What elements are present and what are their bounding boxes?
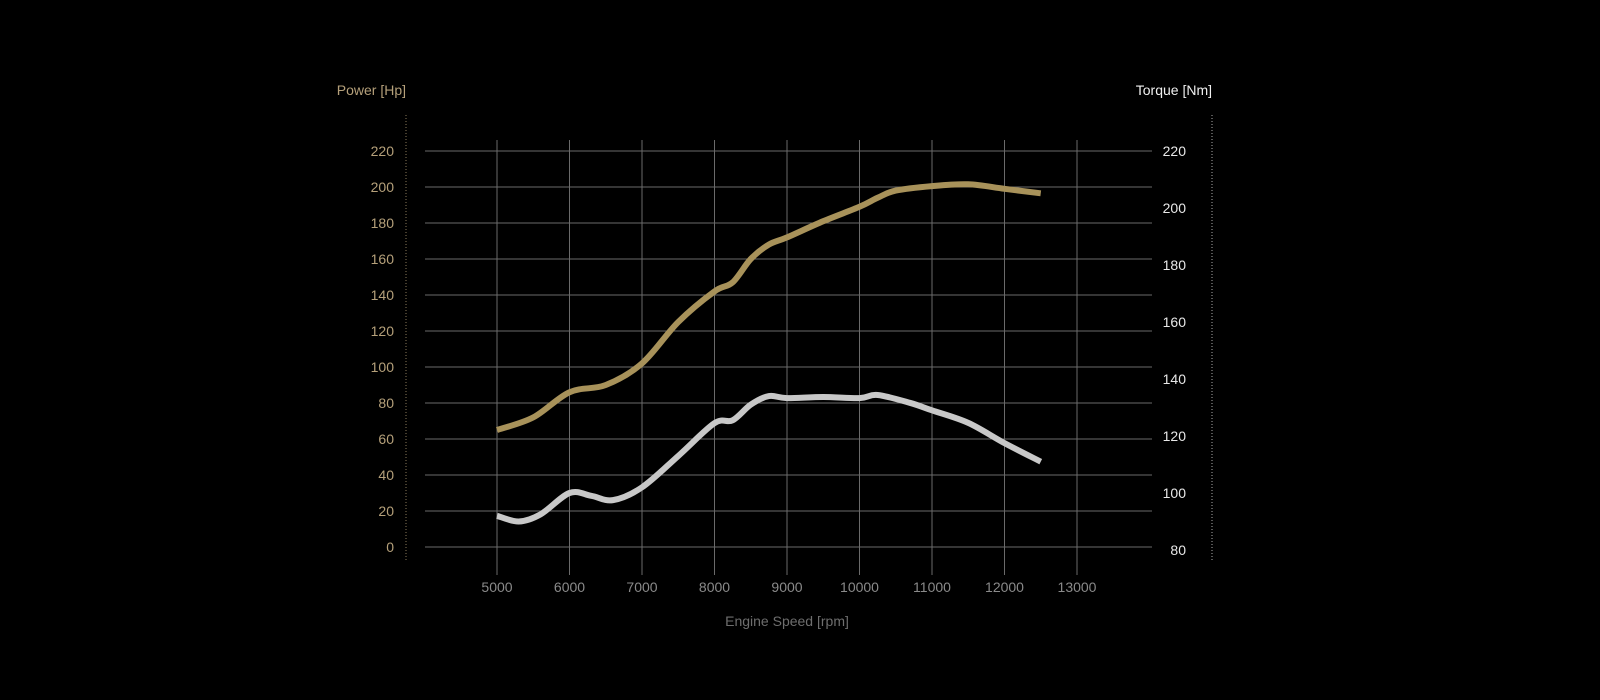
x-tick-label: 13000	[1058, 579, 1097, 595]
left-tick-label: 0	[386, 539, 394, 555]
torque-curve	[496, 391, 1043, 525]
right-axis-title: Torque [Nm]	[1136, 82, 1212, 98]
left-tick-label: 220	[371, 143, 395, 159]
x-tick-label: 10000	[840, 579, 879, 595]
x-tick-label: 9000	[771, 579, 802, 595]
right-tick-label: 160	[1163, 314, 1187, 330]
right-tick-label: 180	[1163, 257, 1187, 273]
series-lines	[496, 181, 1043, 525]
x-tick-label: 6000	[554, 579, 585, 595]
left-tick-label: 160	[371, 251, 395, 267]
left-tick-label: 180	[371, 215, 395, 231]
x-tick-label: 11000	[913, 579, 951, 595]
x-tick-label: 7000	[626, 579, 657, 595]
left-tick-label: 80	[378, 395, 394, 411]
grid	[425, 140, 1152, 575]
right-tick-label: 220	[1163, 143, 1187, 159]
left-tick-label: 20	[378, 503, 394, 519]
power-curve	[496, 181, 1042, 433]
left-tick-label: 140	[371, 287, 395, 303]
left-tick-label: 120	[371, 323, 395, 339]
left-tick-label: 60	[378, 431, 394, 447]
left-tick-label: 200	[371, 179, 395, 195]
left-tick-label: 40	[378, 467, 394, 483]
right-tick-label: 100	[1163, 485, 1187, 501]
x-tick-label: 8000	[699, 579, 730, 595]
left-tick-label: 100	[371, 359, 395, 375]
tick-labels: 0 20 40 60 80 100 120 140 160 180 200 220 80 100 120 14…	[371, 143, 1187, 595]
right-tick-label: 120	[1163, 428, 1187, 444]
right-tick-label: 200	[1163, 200, 1187, 216]
x-axis-title: Engine Speed [rpm]	[725, 613, 849, 629]
right-tick-label: 140	[1163, 371, 1187, 387]
left-axis-title: Power [Hp]	[337, 82, 406, 98]
x-tick-label: 12000	[985, 579, 1024, 595]
x-tick-label: 5000	[481, 579, 512, 595]
right-tick-label: 80	[1170, 542, 1186, 558]
